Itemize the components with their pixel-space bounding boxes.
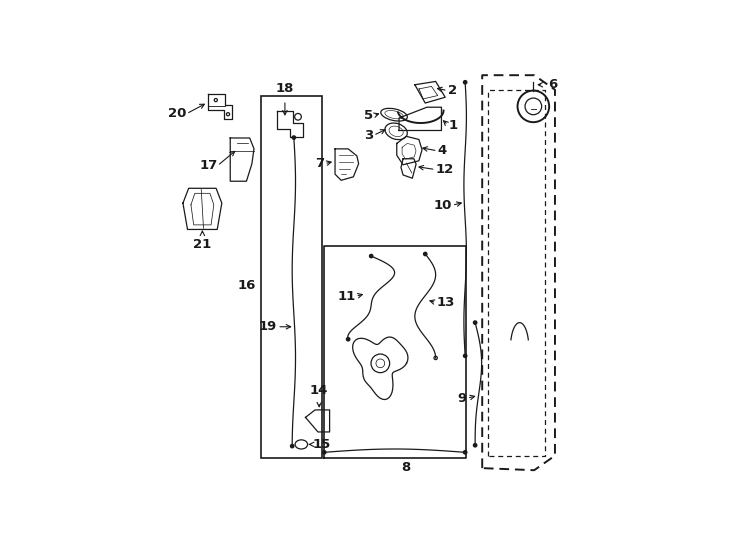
Text: 19: 19 (259, 320, 277, 333)
Text: 15: 15 (313, 438, 331, 451)
Circle shape (424, 252, 427, 255)
Text: 8: 8 (401, 461, 411, 474)
Circle shape (463, 80, 467, 84)
Text: 21: 21 (193, 238, 211, 251)
Text: 7: 7 (315, 157, 324, 170)
Circle shape (346, 338, 350, 341)
Circle shape (291, 444, 294, 448)
Text: 9: 9 (458, 392, 467, 405)
Text: 3: 3 (364, 129, 374, 142)
Circle shape (473, 443, 477, 447)
Circle shape (322, 451, 326, 454)
Text: 12: 12 (436, 163, 454, 176)
Text: 14: 14 (310, 383, 328, 396)
Text: 11: 11 (337, 290, 355, 303)
Text: 10: 10 (434, 199, 452, 212)
Text: 16: 16 (237, 279, 255, 292)
Circle shape (292, 136, 296, 139)
Text: 20: 20 (168, 107, 186, 120)
Circle shape (463, 354, 467, 357)
Circle shape (369, 254, 373, 258)
Text: 5: 5 (364, 109, 374, 122)
Text: 18: 18 (276, 82, 294, 94)
Text: 4: 4 (437, 144, 447, 157)
Bar (261, 96, 322, 458)
Circle shape (463, 451, 467, 454)
Text: 6: 6 (548, 78, 558, 91)
Text: 17: 17 (199, 159, 217, 172)
Text: 2: 2 (448, 84, 457, 97)
Text: 13: 13 (437, 296, 455, 309)
Circle shape (473, 321, 477, 324)
Text: 1: 1 (448, 119, 457, 132)
